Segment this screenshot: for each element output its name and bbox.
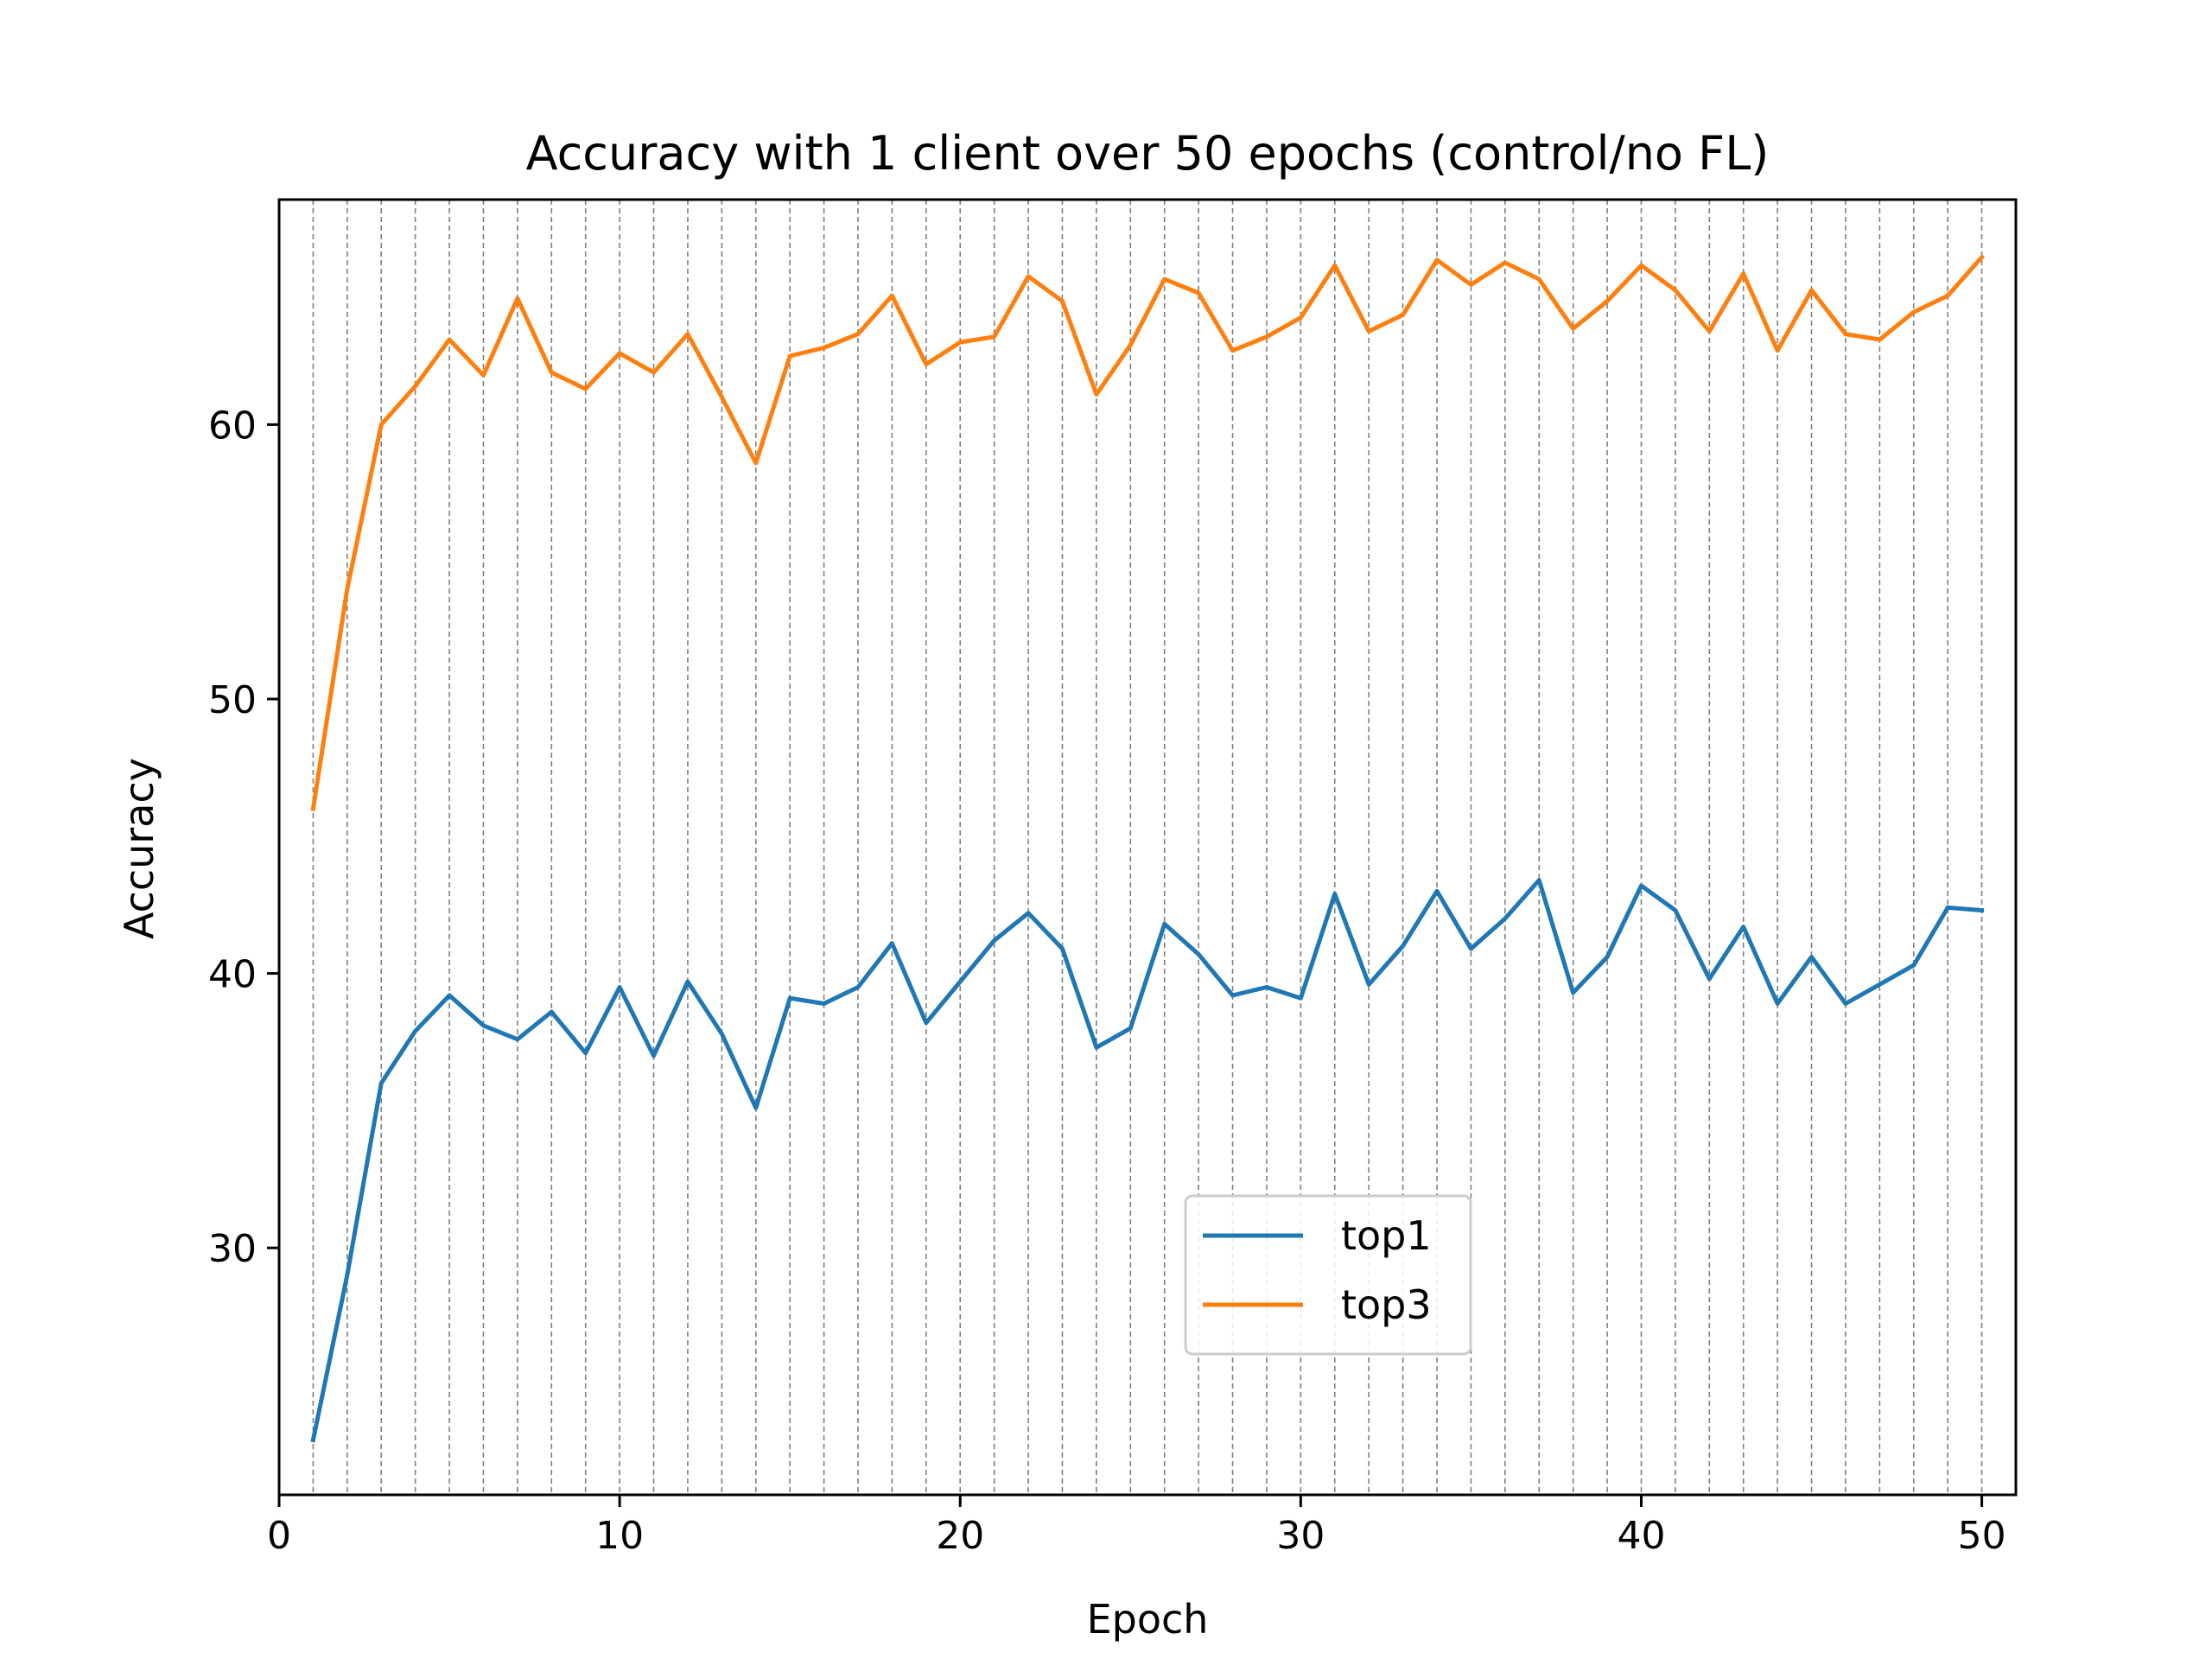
x-tick-label: 30 [1276, 1514, 1325, 1558]
x-axis-label: Epoch [1087, 1596, 1209, 1643]
series-line-top3 [310, 254, 1986, 811]
legend: top1 top3 [1184, 1194, 1472, 1356]
y-tick-label: 40 [208, 953, 257, 997]
y-tick-label: 60 [208, 404, 257, 448]
x-tick-label: 40 [1617, 1514, 1665, 1558]
legend-label-top1: top1 [1341, 1212, 1432, 1259]
series-line-top1 [310, 878, 1985, 1443]
chart-title: Accuracy with 1 client over 50 epochs (c… [526, 126, 1770, 181]
y-tick-label: 50 [208, 678, 257, 722]
x-tick-label: 0 [267, 1514, 291, 1558]
series-lines [310, 254, 1986, 1443]
y-tick-label: 30 [208, 1227, 257, 1271]
y-axis-label: Accuracy [116, 758, 162, 939]
legend-label-top3: top3 [1341, 1281, 1432, 1328]
x-tick-label: 10 [595, 1514, 644, 1558]
x-tick-label: 50 [1958, 1514, 2006, 1558]
x-axis-ticks: 0 10 20 30 40 50 [267, 1495, 2006, 1558]
y-axis-ticks: 30 40 50 60 [208, 404, 279, 1271]
plot-frame [277, 198, 2018, 1497]
x-tick-label: 20 [936, 1514, 984, 1558]
